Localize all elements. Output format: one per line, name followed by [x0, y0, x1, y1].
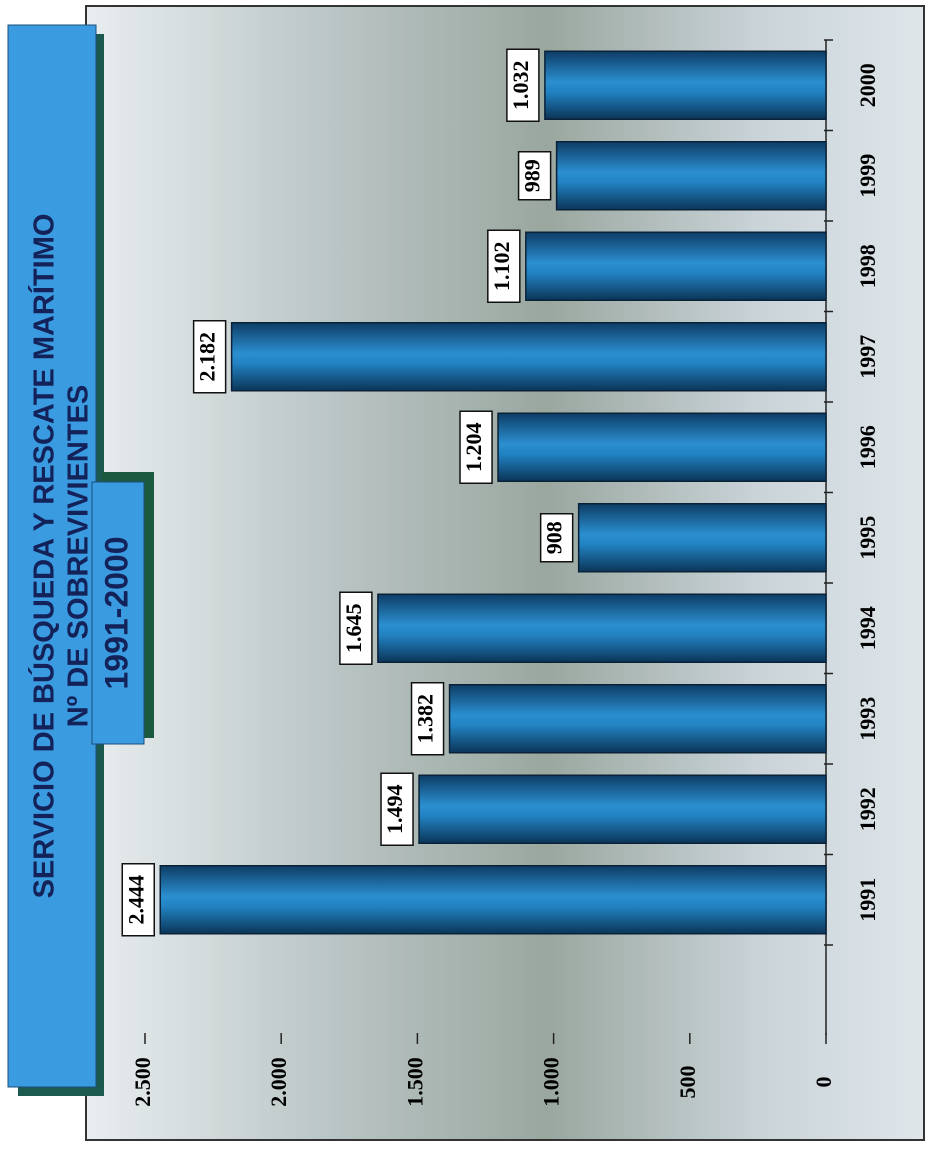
- value-label: 1.032: [508, 61, 533, 111]
- value-label-box: [121, 863, 156, 937]
- value-label: 2.444: [123, 875, 148, 925]
- y-tick-label: 0: [811, 1077, 836, 1088]
- value-label-box: [506, 48, 540, 122]
- bar: [448, 684, 827, 754]
- value-label: 989: [520, 159, 545, 192]
- x-tick-label: 1999: [855, 154, 880, 198]
- value-label: 1.102: [489, 242, 514, 292]
- value-label: 1.204: [461, 423, 486, 473]
- x-tick-label: 1993: [855, 697, 880, 741]
- period-label: 1991-2000: [98, 536, 134, 689]
- value-label: 908: [542, 521, 567, 554]
- y-tick-label: 2.000: [266, 1057, 291, 1107]
- bar: [544, 50, 827, 120]
- value-label-box: [539, 513, 574, 563]
- value-label-box: [192, 320, 227, 394]
- bar: [418, 774, 827, 844]
- value-label-box: [487, 229, 521, 303]
- value-label: 2.182: [195, 332, 220, 382]
- period-box: [91, 481, 145, 745]
- x-tick-label: 2000: [855, 63, 880, 107]
- y-tick-label: 1.000: [539, 1057, 564, 1107]
- x-tick-label: 1998: [855, 244, 880, 288]
- bar: [525, 231, 827, 301]
- value-label-box: [380, 772, 414, 846]
- x-tick-label: 1995: [855, 516, 880, 560]
- y-tick-label: 1.500: [402, 1057, 427, 1107]
- y-tick-label: 500: [675, 1066, 700, 1099]
- x-tick-label: 1997: [855, 335, 880, 379]
- chart-subtitle: Nº DE SOBREVIVIENTES: [63, 385, 95, 728]
- x-tick-label: 1996: [855, 425, 880, 469]
- bar: [577, 503, 827, 573]
- value-label-box: [339, 591, 373, 665]
- bar: [159, 865, 827, 935]
- value-label: 1.645: [341, 604, 366, 654]
- x-tick-label: 1991: [855, 878, 880, 922]
- value-label: 1.494: [382, 785, 407, 835]
- title-box: [7, 24, 97, 1088]
- bar: [230, 322, 827, 392]
- bar: [555, 141, 827, 211]
- value-label-box: [459, 410, 493, 484]
- bar: [497, 412, 827, 482]
- y-tick-label: 2.500: [130, 1057, 155, 1107]
- value-label: 1.382: [413, 694, 438, 744]
- value-label-box: [410, 682, 445, 756]
- value-label-box: [517, 151, 552, 201]
- bar: [377, 593, 827, 663]
- chart-title: SERVICIO DE BÚSQUEDA Y RESCATE MARÍTIMO: [27, 214, 61, 899]
- x-tick-label: 1992: [855, 787, 880, 831]
- x-tick-label: 1994: [855, 606, 880, 650]
